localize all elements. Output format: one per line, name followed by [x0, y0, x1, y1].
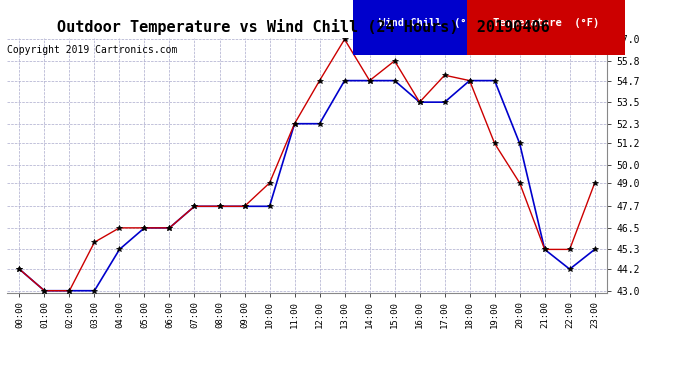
Text: Temperature  (°F): Temperature (°F) [493, 18, 600, 28]
Text: Outdoor Temperature vs Wind Chill (24 Hours)  20190406: Outdoor Temperature vs Wind Chill (24 Ho… [57, 19, 550, 35]
Text: Copyright 2019 Cartronics.com: Copyright 2019 Cartronics.com [7, 45, 177, 55]
Text: Wind Chill  (°F): Wind Chill (°F) [379, 18, 479, 28]
